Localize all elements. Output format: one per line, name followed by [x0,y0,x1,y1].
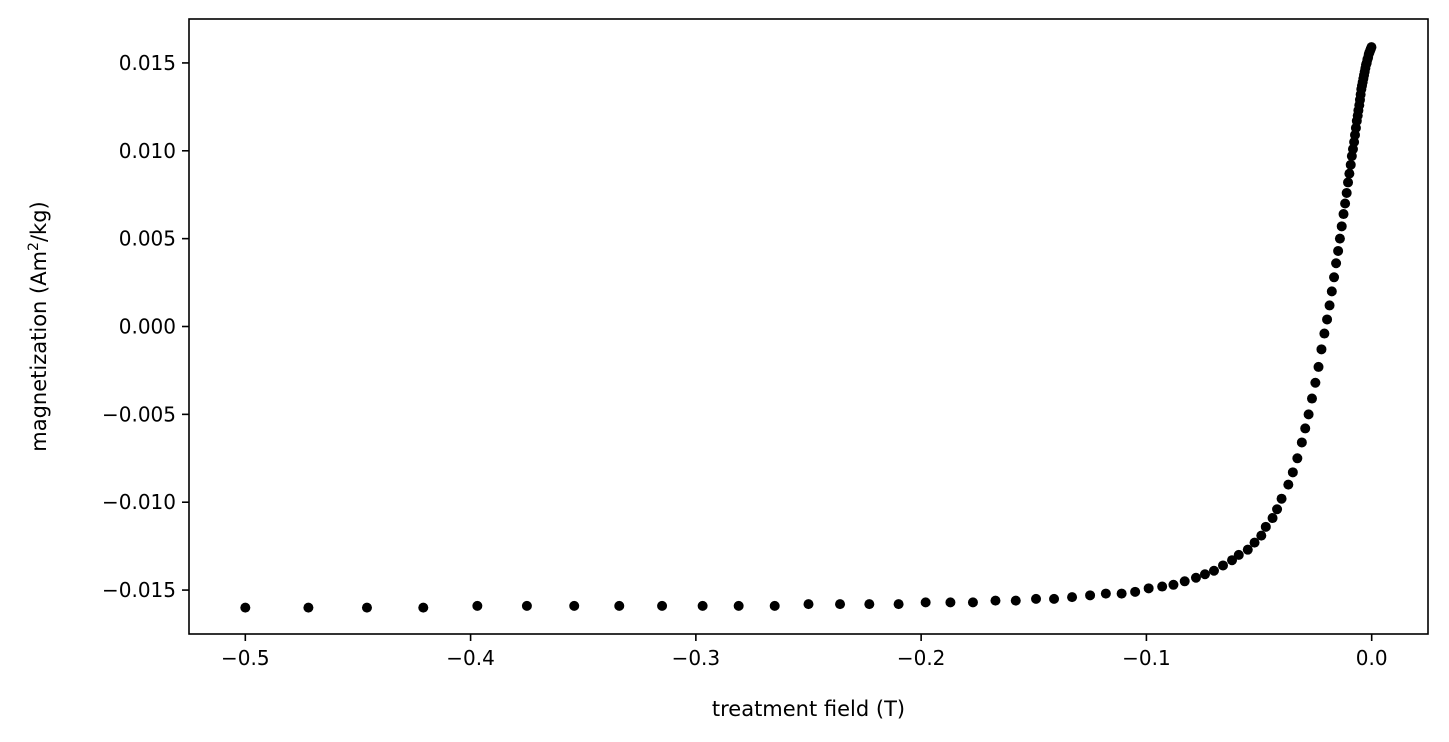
data-point [1233,549,1244,560]
data-point [1242,544,1253,555]
data-point [521,600,532,611]
y-axis-label-superscript: 2 [26,242,42,251]
data-point [1067,592,1078,603]
data-point [1324,300,1335,311]
data-point [1143,583,1154,594]
data-point [1336,221,1347,232]
data-point [1319,328,1330,339]
data-point [1085,590,1096,601]
data-point [1260,521,1271,532]
data-point [1272,504,1283,515]
data-point [1343,177,1354,188]
data-point [1296,437,1307,448]
data-point [945,597,956,608]
data-point [361,602,372,613]
data-point [1329,272,1340,283]
data-point [1303,409,1314,420]
data-point [1179,576,1190,587]
data-point [1130,586,1141,597]
y-axis-label: magnetization (Am2/kg) [26,201,51,451]
data-point [1256,530,1267,541]
y-tick-label: −0.010 [102,490,176,514]
data-point [472,600,483,611]
y-tick-label: 0.005 [119,227,176,251]
data-point [1341,187,1352,198]
data-point [1340,198,1351,209]
data-point [697,600,708,611]
data-point [1100,588,1111,599]
data-point [614,600,625,611]
data-point [1344,168,1355,179]
x-tick-label: −0.4 [446,646,495,670]
data-point [1310,377,1321,388]
x-tick-label: 0.0 [1356,646,1388,670]
data-point [1267,513,1278,524]
x-tick-label: −0.5 [221,646,270,670]
x-axis-label: treatment field (T) [712,697,905,721]
data-point [1292,453,1303,464]
x-tick-label: −0.1 [1122,646,1171,670]
data-point [418,602,429,613]
data-point [1300,423,1311,434]
data-point [303,602,314,613]
y-axis-label-tail: /kg) [27,201,51,242]
data-point [1287,467,1298,478]
data-point [1345,159,1356,170]
x-tick-label: −0.2 [897,646,946,670]
data-point [1116,588,1127,599]
data-point [967,597,978,608]
data-point [893,599,904,610]
data-point [1276,493,1287,504]
data-point [990,595,1001,606]
data-point [1208,565,1219,576]
data-point [1199,569,1210,580]
data-point [1218,560,1229,571]
data-point [803,599,814,610]
data-point [1333,245,1344,256]
data-point [920,597,931,608]
data-point [1010,595,1021,606]
data-point [835,599,846,610]
x-tick-label: −0.3 [672,646,721,670]
data-point [1338,209,1349,220]
data-point [1168,579,1179,590]
y-tick-label: −0.015 [102,578,176,602]
y-tick-label: 0.010 [119,139,176,163]
data-point [1283,479,1294,490]
data-point [1249,537,1260,548]
axis-ticks: −0.5 −0.4 −0.3 −0.2 −0.1 0.0 0.015 0.010 0.005 0.… [102,51,1388,670]
data-point [1326,286,1337,297]
y-tick-label: 0.000 [119,315,176,339]
y-axis-label-main: magnetization (Am [27,251,51,452]
data-point [240,602,251,613]
data-point [1316,344,1327,355]
data-point [1313,361,1324,372]
data-point [1031,593,1042,604]
data-point [1331,258,1342,269]
data-point [1157,581,1168,592]
data-point [733,600,744,611]
data-point [1334,233,1345,244]
data-point [1322,314,1333,325]
data-point [569,600,580,611]
data-point [864,599,875,610]
plot-frame [188,18,1429,635]
scatter-points [240,42,1377,613]
data-point [657,600,668,611]
y-tick-label: 0.015 [119,51,176,75]
data-point [1049,593,1060,604]
y-tick-label: −0.005 [102,402,176,426]
data-point [1366,42,1377,53]
data-point [1306,393,1317,404]
data-point [1227,555,1238,566]
data-point [1190,572,1201,583]
data-point [769,600,780,611]
